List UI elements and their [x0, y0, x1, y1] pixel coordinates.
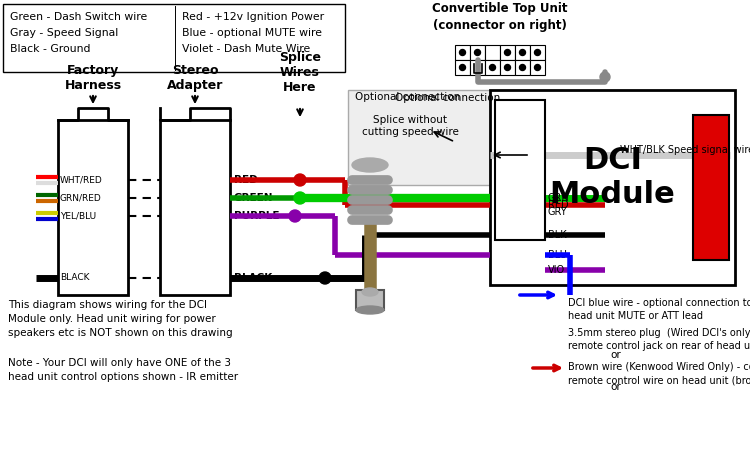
- Text: Violet - Dash Mute Wire: Violet - Dash Mute Wire: [182, 44, 310, 54]
- Bar: [348, 90, 563, 185]
- Bar: [470, 45, 485, 60]
- Circle shape: [600, 72, 610, 82]
- Bar: [3, 4, 345, 72]
- Bar: [495, 100, 545, 240]
- Bar: [530, 45, 545, 60]
- Text: GRY: GRY: [548, 207, 568, 217]
- Text: WHT/BLK Speed signal wire: WHT/BLK Speed signal wire: [620, 145, 750, 155]
- Bar: [455, 45, 470, 60]
- Text: WHT/RED: WHT/RED: [60, 176, 103, 184]
- Circle shape: [294, 174, 306, 186]
- Circle shape: [294, 192, 306, 204]
- Text: Stereo
Adapter: Stereo Adapter: [166, 64, 224, 92]
- Bar: [485, 45, 500, 60]
- Text: This diagram shows wiring for the DCI
Module only. Head unit wiring for power
sp: This diagram shows wiring for the DCI Mo…: [8, 300, 232, 338]
- Ellipse shape: [352, 158, 388, 172]
- Text: BLACK: BLACK: [60, 274, 89, 283]
- Text: DCI blue wire - optional connection to
head unit MUTE or ATT lead: DCI blue wire - optional connection to h…: [568, 298, 750, 321]
- Circle shape: [535, 50, 541, 55]
- Text: BLU: BLU: [548, 250, 567, 260]
- Text: GRN/RED: GRN/RED: [60, 194, 102, 202]
- Bar: [455, 60, 470, 75]
- Text: Splice without
cutting speed wire: Splice without cutting speed wire: [362, 115, 458, 137]
- Circle shape: [319, 272, 331, 284]
- Bar: [58, 120, 128, 295]
- Circle shape: [460, 64, 466, 71]
- Text: Red - +12v Ignition Power: Red - +12v Ignition Power: [182, 12, 324, 22]
- Ellipse shape: [362, 288, 378, 296]
- Circle shape: [505, 50, 511, 55]
- Text: VIO: VIO: [548, 265, 566, 275]
- Text: Brown wire (Kenwood Wired Only) - connect to
remote control wire on head unit (b: Brown wire (Kenwood Wired Only) - connec…: [568, 362, 750, 385]
- Circle shape: [289, 210, 301, 222]
- Bar: [515, 45, 530, 60]
- Text: GRN: GRN: [548, 193, 570, 203]
- Text: PURPLE: PURPLE: [234, 211, 280, 221]
- Bar: [500, 45, 515, 60]
- Text: BLK: BLK: [548, 230, 567, 240]
- Text: Splice
Wires
Here: Splice Wires Here: [279, 51, 321, 94]
- Text: DCI
Module: DCI Module: [550, 146, 675, 209]
- Bar: [160, 120, 230, 295]
- Text: 3.5mm stereo plug  (Wired DCI's only) - insert into
remote control jack on rear : 3.5mm stereo plug (Wired DCI's only) - i…: [568, 328, 750, 351]
- Text: Factory
Harness: Factory Harness: [64, 64, 122, 92]
- Text: Optional connection: Optional connection: [355, 92, 460, 102]
- Text: Blue - optional MUTE wire: Blue - optional MUTE wire: [182, 28, 322, 38]
- Circle shape: [490, 64, 496, 71]
- Text: Black - Ground: Black - Ground: [10, 44, 91, 54]
- Circle shape: [475, 50, 481, 55]
- Bar: [490, 90, 735, 285]
- Bar: [530, 60, 545, 75]
- Bar: [515, 60, 530, 75]
- Circle shape: [520, 64, 526, 71]
- Bar: [356, 290, 384, 310]
- Text: or: or: [610, 350, 621, 360]
- Text: Note - Your DCI will only have ONE of the 3
head unit control options shown - IR: Note - Your DCI will only have ONE of th…: [8, 358, 238, 382]
- Text: Convertible Top Unit
(connector on right): Convertible Top Unit (connector on right…: [432, 2, 568, 32]
- Bar: [470, 60, 485, 75]
- Circle shape: [520, 50, 526, 55]
- Text: BLACK: BLACK: [234, 273, 272, 283]
- Text: Green - Dash Switch wire: Green - Dash Switch wire: [10, 12, 147, 22]
- Circle shape: [460, 50, 466, 55]
- Bar: [693, 115, 729, 260]
- Text: Gray - Speed Signal: Gray - Speed Signal: [10, 28, 118, 38]
- Bar: [500, 60, 515, 75]
- Text: GREEN: GREEN: [234, 193, 274, 203]
- Text: RED: RED: [548, 200, 568, 210]
- Ellipse shape: [356, 306, 384, 314]
- Text: or: or: [610, 382, 621, 392]
- Bar: [485, 60, 500, 75]
- Circle shape: [505, 64, 511, 71]
- Circle shape: [535, 64, 541, 71]
- Text: YEL/BLU: YEL/BLU: [60, 212, 96, 220]
- Text: RED: RED: [234, 175, 258, 185]
- Text: Optional connection: Optional connection: [395, 93, 500, 103]
